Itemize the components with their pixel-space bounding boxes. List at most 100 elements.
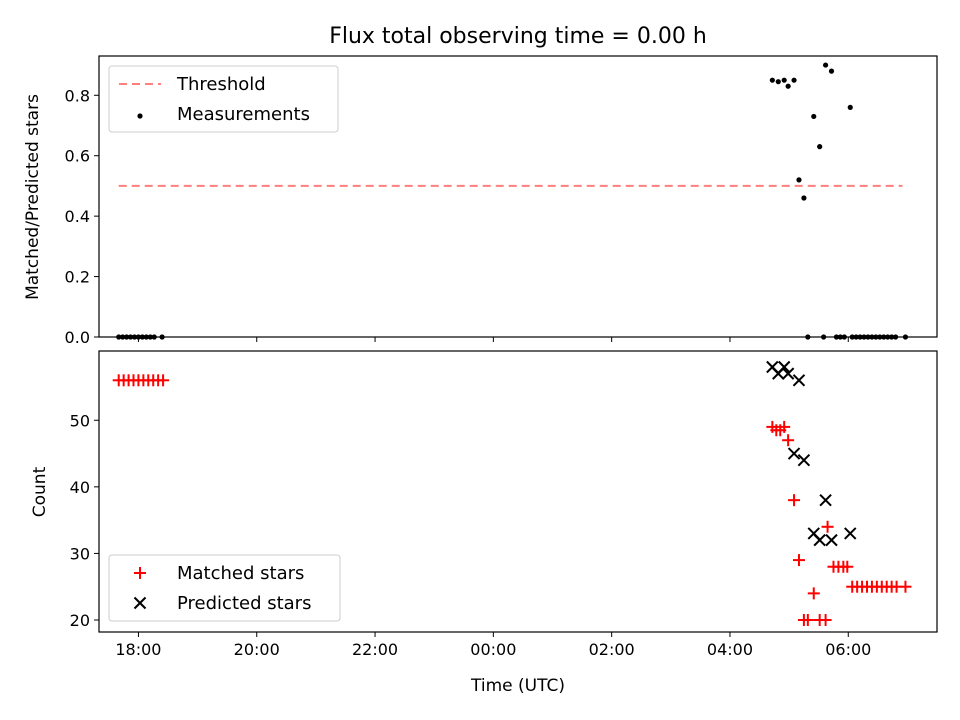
- matched-stars-point: [841, 560, 854, 573]
- measurements-point: [120, 334, 126, 340]
- measurements-point: [833, 334, 840, 340]
- top-y-tick-label: 0.0: [65, 328, 90, 347]
- legend-measurements-label: Measurements: [177, 104, 310, 125]
- measurements-point: [873, 334, 879, 340]
- measurements-point: [817, 144, 823, 150]
- measurement-points: [116, 62, 909, 340]
- predicted-stars-point: [844, 527, 857, 540]
- matched-stars-point: [819, 614, 832, 627]
- measurements-point: [769, 77, 775, 83]
- top-y-tick-label: 0.2: [65, 268, 90, 287]
- legend-matched-marker: [134, 567, 146, 579]
- x-axis-label: Time (UTC): [470, 676, 565, 696]
- x-tick-label: 00:00: [470, 640, 516, 659]
- bottom-plot-area: [98, 350, 938, 633]
- count-points: [112, 360, 912, 627]
- measurements-point: [796, 177, 802, 183]
- measurements-point: [841, 334, 847, 340]
- legend-predicted-marker: [133, 596, 147, 610]
- measurements-point: [131, 334, 138, 340]
- bottom-y-tick-label: 20: [70, 611, 90, 630]
- matched-stars-point: [899, 580, 912, 593]
- x-tick-label: 06:00: [825, 640, 871, 659]
- matched-stars-point: [801, 614, 814, 627]
- measurements-point: [822, 62, 829, 68]
- bottom-panel: Count 20 30 40 50 18:00 20:00 22:00 00:00 02:00…: [30, 350, 938, 659]
- x-tick-label: 02:00: [589, 640, 635, 659]
- x-tick-label: 18:00: [115, 640, 161, 659]
- matched-stars-point: [821, 520, 834, 533]
- measurements-point: [116, 334, 122, 340]
- predicted-stars-point: [777, 360, 791, 374]
- measurements-point: [811, 113, 817, 120]
- predicted-stars-point: [825, 533, 838, 547]
- measurements-point: [861, 334, 867, 340]
- predicted-stars-point: [792, 374, 806, 387]
- matched-stars-point: [778, 420, 791, 433]
- top-panel: Matched/Predicted stars 0.00.20.40.60.8 …: [23, 55, 938, 347]
- measurements-point: [853, 334, 859, 340]
- measurements-point: [139, 334, 145, 340]
- bottom-legend-box: [108, 554, 341, 622]
- x-tick-label: 04:00: [707, 640, 753, 659]
- bottom-y-tick-label: 40: [70, 478, 90, 497]
- top-plot-area: [98, 55, 938, 338]
- top-legend-box: [108, 65, 339, 133]
- measurements-point: [821, 334, 827, 340]
- legend-predicted-label: Predicted stars: [177, 593, 311, 614]
- measurements-point: [885, 334, 891, 340]
- predicted-stars-point: [787, 447, 801, 460]
- legend-measurements-swatch: [137, 113, 143, 119]
- bottom-y-ticks: 20 30 40 50: [70, 411, 99, 630]
- x-tick-label: 22:00: [352, 640, 398, 659]
- measurements-point: [849, 334, 855, 340]
- predicted-stars-point: [781, 367, 795, 380]
- measurements-point: [857, 334, 863, 340]
- measurements-point: [781, 77, 787, 83]
- measurements-point: [869, 334, 875, 340]
- top-y-ticks: 0.0 0.2 0.4 0.6 0.8: [65, 86, 99, 347]
- matched-stars-point: [788, 494, 801, 507]
- matched-stars-point: [792, 554, 805, 567]
- matched-stars-point: [782, 434, 795, 447]
- legend-threshold-label: Threshold: [176, 74, 266, 95]
- measurements-point: [147, 334, 153, 340]
- bottom-y-tick-label: 30: [70, 544, 90, 563]
- measurements-point: [847, 104, 853, 110]
- measurements-point: [902, 334, 909, 340]
- measurements-point: [805, 334, 811, 340]
- legend-matched-swatch: [134, 567, 146, 579]
- bottom-y-tick-label: 50: [70, 411, 90, 430]
- measurements-point: [791, 77, 797, 83]
- chart-title: Flux total observing time = 0.00 h: [329, 24, 707, 49]
- top-y-tick-label: 0.4: [65, 207, 90, 226]
- measurements-point: [135, 334, 142, 340]
- measurements-point: [801, 195, 807, 201]
- measurements-point: [124, 334, 130, 340]
- measurements-point: [775, 79, 781, 85]
- matched-stars-point: [157, 374, 170, 387]
- measurements-point: [127, 334, 134, 340]
- measurements-point: [785, 83, 791, 89]
- measurements-point: [837, 334, 843, 340]
- top-legend: Threshold Measurements: [108, 65, 339, 133]
- predicted-stars-point: [819, 493, 832, 507]
- legend-predicted-swatch: [133, 596, 147, 610]
- x-tick-label: 20:00: [234, 640, 280, 659]
- matched-stars-point: [807, 587, 820, 600]
- measurements-point: [892, 334, 899, 340]
- top-y-axis-label: Matched/Predicted stars: [23, 94, 43, 300]
- legend-matched-label: Matched stars: [177, 563, 304, 584]
- predicted-stars-point: [813, 533, 826, 547]
- measurements-point: [865, 334, 871, 340]
- top-y-tick-label: 0.6: [65, 147, 90, 166]
- measurements-point: [889, 334, 895, 340]
- measurements-point: [828, 68, 835, 74]
- measurements-point: [877, 334, 883, 340]
- bottom-x-ticks: 18:00 20:00 22:00 00:00 02:00 04:00 06:00: [115, 632, 871, 659]
- measurements-point: [143, 334, 149, 340]
- measurements-point: [151, 334, 157, 340]
- top-x-ticks: [137, 337, 849, 342]
- top-y-tick-label: 0.8: [65, 86, 90, 105]
